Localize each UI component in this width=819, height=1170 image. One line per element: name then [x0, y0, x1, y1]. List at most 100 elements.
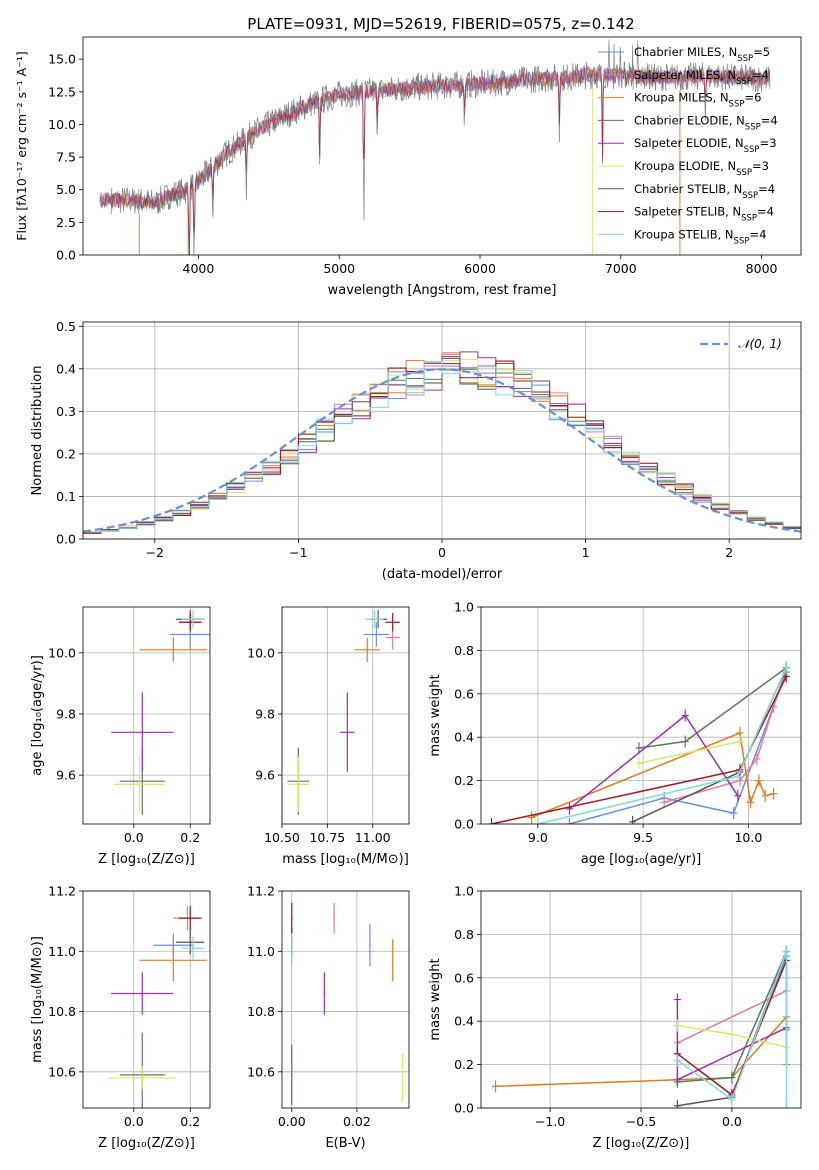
model-spectrum-salp_elodie [99, 67, 770, 255]
x-tick-label: 9.5 [633, 830, 653, 845]
point-krou_stelib [192, 618, 194, 621]
y-tick-label: 7.5 [56, 150, 76, 165]
y-tick-label: 1.0 [454, 600, 474, 615]
y-tick-label: 0.1 [56, 489, 76, 504]
axes-frame [281, 606, 410, 825]
axis-ticks: 4000 5000 6000 7000 8000 0.0 2.5 5.0 7.5 10.0 12.5… [48, 52, 777, 276]
y-tick-label: 10.8 [48, 1004, 76, 1019]
axis-ticks: 0.0 0.2 9.6 9.8 10.0 [48, 645, 200, 845]
y-tick-label: 10.6 [247, 1064, 275, 1079]
y-tick-label: 10.0 [247, 645, 275, 660]
histogram-krou_stelib [83, 360, 801, 539]
legend-entry-salp_stelib: Salpeter STELIB, NSSP=4 [634, 205, 774, 224]
grid-lines [83, 890, 210, 1108]
y-axis-label: mass [log₁₀(M/M⊙)] [30, 936, 45, 1063]
y-tick-label: 0.2 [56, 446, 76, 461]
series-line-salp_elodie [568, 714, 739, 810]
plot-area [287, 610, 400, 815]
x-tick-label: 10.50 [264, 830, 300, 845]
point-krou_miles [172, 959, 175, 962]
x-tick-label: 10.75 [309, 830, 345, 845]
y-tick-label: 2.5 [56, 215, 76, 230]
plot-area [492, 945, 790, 1108]
legend-entry-krou_miles: Kroupa MILES, NSSP=6 [634, 91, 761, 110]
x-tick-label: 4000 [183, 261, 215, 276]
series-line-krou_stelib [676, 951, 788, 1108]
axis-ticks: 0.00 0.02 10.6 10.8 11.0 11.2 [247, 884, 371, 1130]
x-tick-label: −0.5 [626, 1114, 656, 1129]
x-tick-label: 2 [725, 545, 733, 560]
point-krou_miles [172, 648, 175, 651]
x-axis-label: Z [log₁₀(Z/Z⊙)] [593, 1136, 690, 1151]
plot-area [111, 610, 210, 815]
y-tick-label: 9.6 [56, 768, 76, 783]
point-salp_miles [391, 636, 394, 639]
x-tick-label: 0.0 [124, 1114, 144, 1129]
x-tick-label: 6000 [464, 261, 496, 276]
point-chab_miles [369, 944, 371, 947]
point-krou_elodie [141, 1077, 144, 1079]
point-salp_miles [333, 917, 335, 919]
y-tick-label: 9.6 [255, 768, 275, 783]
y-tick-label: 0.5 [56, 319, 76, 334]
y-axis-label: age [log₁₀(age/yr)] [30, 655, 45, 776]
x-axis-label: Z [log₁₀(Z/Z⊙)] [98, 1136, 195, 1151]
point-krou_miles [391, 959, 394, 962]
x-tick-label: 8000 [746, 261, 778, 276]
x-tick-label: 0 [438, 545, 446, 560]
plot-area [83, 351, 801, 539]
point-chab_elodie [290, 1074, 293, 1076]
point-salp_stelib [391, 621, 394, 624]
y-axis-label: mass weight [428, 958, 443, 1040]
x-tick-label: 9.0 [528, 830, 548, 845]
y-tick-label: 0.0 [56, 248, 76, 263]
point-krou_stelib [373, 618, 376, 621]
y-tick-label: 9.8 [255, 706, 275, 721]
point-salp_stelib [189, 917, 192, 919]
y-tick-label: 10.0 [48, 645, 76, 660]
axis-ticks: −1.0 −0.5 0.0 0.0 0.2 0.4 0.6 0.8 1.0 [454, 884, 742, 1130]
x-axis-label: (data-model)/error [382, 567, 503, 582]
x-axis-label: E(B-V) [325, 1136, 365, 1151]
plot-area [488, 661, 790, 824]
x-tick-label: −2 [146, 545, 164, 560]
panel-spectrum: 4000 5000 6000 7000 8000 0.0 2.5 5.0 7.5 10.0 12.5… [14, 36, 802, 298]
y-tick-label: 15.0 [48, 52, 76, 67]
x-tick-label: 0.00 [278, 1114, 306, 1129]
y-tick-label: 0.8 [454, 927, 474, 942]
y-axis-label: mass weight [428, 674, 443, 756]
point-salp_stelib [290, 917, 293, 919]
x-tick-label: 0.0 [124, 830, 144, 845]
point-salp_stelib [189, 621, 192, 624]
grid-lines [281, 607, 409, 824]
x-tick-label: 11.00 [355, 830, 391, 845]
point-chab_stelib [189, 941, 192, 944]
panel-mass-vs-z: 0.0 0.2 10.6 10.8 11.0 11.2 Z [log₁₀(Z/Z⊙)] mas… [30, 884, 211, 1151]
x-tick-label: 0.2 [180, 1114, 200, 1129]
panel-residuals: −2 −1 0 1 2 0.0 0.1 0.2 0.3 0.4 0.5 (data-model)/er… [30, 319, 802, 582]
x-axis-label: age [log₁₀(age/yr)] [581, 852, 702, 867]
axes-frame [82, 606, 211, 825]
y-tick-label: 0.2 [454, 773, 474, 788]
axes-frame [281, 890, 410, 1109]
point-salp_elodie [141, 992, 144, 995]
series-line-chab_miles [569, 671, 788, 824]
axis-ticks: 9.0 9.5 10.0 0.0 0.2 0.4 0.6 0.8 1.0 [454, 600, 762, 846]
panel-age-vs-z: 0.0 0.2 9.6 9.8 10.0 Z [log₁₀(Z/Z⊙)] age [log₁… [30, 606, 211, 867]
y-tick-label: 10.6 [48, 1064, 76, 1079]
y-tick-label: 11.2 [48, 884, 76, 899]
axes-frame [82, 890, 211, 1109]
panel-age-vs-mass: 10.50 10.75 11.00 9.6 9.8 10.0 mass [log₁₀(M/M… [247, 606, 410, 867]
x-tick-label: −1.0 [535, 1114, 565, 1129]
y-tick-label: 0.8 [454, 643, 474, 658]
x-axis-label: mass [log₁₀(M/M⊙)] [282, 852, 409, 867]
x-tick-label: 5000 [323, 261, 355, 276]
normal-curve [83, 368, 801, 533]
point-krou_stelib [192, 947, 194, 950]
legend: 𝒩(0, 1) [700, 337, 782, 351]
y-tick-label: 0.4 [454, 1014, 474, 1029]
legend-entry-chab_stelib: Chabrier STELIB, NSSP=4 [634, 182, 775, 201]
y-tick-label: 11.2 [247, 884, 275, 899]
legend-entry-normal: 𝒩(0, 1) [738, 337, 782, 351]
